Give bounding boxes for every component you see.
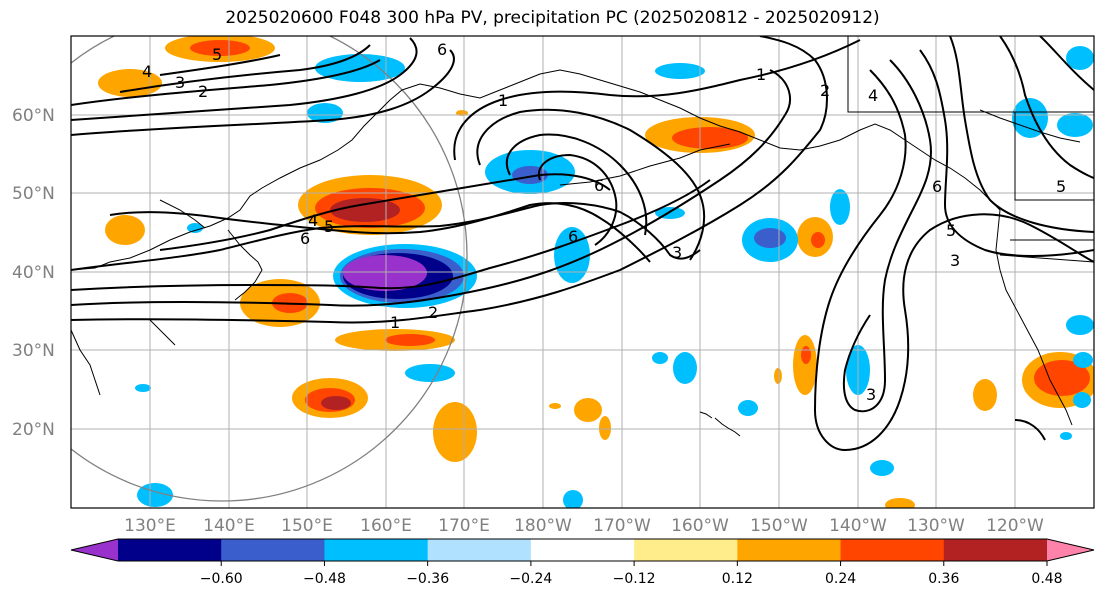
lon-tick-label: 140°E — [203, 516, 255, 536]
lon-tick-label: 170°E — [438, 516, 490, 536]
contour-label-6: 6 — [932, 177, 942, 196]
radius-circle — [71, 36, 468, 502]
pv-contours — [71, 36, 1094, 452]
contour-label-6: 6 — [300, 229, 310, 248]
contour-label-6: 6 — [568, 227, 578, 246]
colorbar-segment — [943, 539, 1048, 561]
colorbar: −0.60 −0.48 −0.36 −0.24 −0.12 0.12 0.24 0.36 0.4… — [70, 538, 1095, 587]
contour-label-3: 3 — [175, 73, 185, 92]
colorbar-tick-label: −0.60 — [200, 571, 243, 587]
colorbar-tick-label: −0.24 — [509, 571, 552, 587]
contour-label-4: 4 — [142, 62, 152, 81]
colorbar-tick-label: 0.36 — [928, 571, 959, 587]
coastlines — [71, 36, 1094, 426]
colorbar-outline — [70, 538, 1095, 562]
colorbar-segment — [221, 539, 325, 561]
colorbar-segment — [324, 539, 429, 561]
contour-label-3: 3 — [866, 385, 876, 404]
contour-label-5: 5 — [324, 217, 334, 236]
contour-label-1: 1 — [756, 65, 766, 84]
colorbar-segment — [530, 539, 635, 561]
contour-label-5: 5 — [1056, 177, 1066, 196]
lon-tick-label: 180°W — [514, 516, 572, 536]
contour-label-5: 5 — [946, 221, 956, 240]
lon-tick-label: 170°W — [593, 516, 651, 536]
contour-label-1: 1 — [390, 313, 400, 332]
colorbar-extend-min — [71, 539, 118, 561]
contour-label-6: 6 — [594, 176, 604, 195]
lon-tick-label: 150°E — [281, 516, 333, 536]
map-frame — [70, 35, 1095, 509]
lon-tick-label: 160°E — [360, 516, 412, 536]
lat-tick-label: 40°N — [12, 263, 55, 283]
hawaii-islands — [699, 411, 741, 437]
lon-tick-label: 130°W — [907, 516, 965, 536]
contour-label-2: 2 — [198, 82, 208, 101]
precip-negative-areas — [135, 46, 1094, 508]
colorbar-tick-label: −0.12 — [613, 571, 656, 587]
contour-labels: 1 1 1 2 2 2 3 3 3 3 4 4 4 5 5 5 5 6 6 6 … — [142, 40, 1066, 404]
precip-positive-areas — [98, 36, 1094, 508]
colorbar-segment — [118, 539, 222, 561]
lat-tick-label: 20°N — [12, 420, 55, 440]
colorbar-segment — [737, 539, 842, 561]
lon-tick-label: 160°W — [671, 516, 729, 536]
contour-label-3: 3 — [672, 243, 682, 262]
colorbar-segment — [840, 539, 945, 561]
contour-label-1: 1 — [498, 91, 508, 110]
lat-tick-label: 30°N — [12, 341, 55, 361]
contour-label-6: 6 — [437, 40, 447, 59]
colorbar-tick-label: −0.36 — [406, 571, 449, 587]
colorbar-tick-label: −0.48 — [303, 571, 346, 587]
lon-tick-label: 140°W — [829, 516, 887, 536]
contour-label-5: 5 — [212, 45, 222, 64]
lon-tick-label: 120°W — [986, 516, 1044, 536]
lat-tick-labels: 60°N 50°N 40°N 30°N 20°N — [12, 106, 55, 440]
contour-label-3: 3 — [950, 251, 960, 270]
contour-label-2: 2 — [428, 303, 438, 322]
colorbar-tick-label: 0.48 — [1031, 571, 1062, 587]
contour-label-4: 4 — [308, 211, 318, 230]
lat-tick-label: 50°N — [12, 184, 55, 204]
colorbar-tick-label: 0.12 — [722, 571, 753, 587]
lat-tick-label: 60°N — [12, 106, 55, 126]
map-panel: 1 1 1 2 2 2 3 3 3 3 4 4 4 5 5 5 5 6 6 6 … — [71, 36, 1094, 508]
colorbar-segment — [427, 539, 532, 561]
contour-label-2: 2 — [820, 81, 830, 100]
colorbar-segment — [634, 539, 738, 561]
lon-tick-labels: 130°E 140°E 150°E 160°E 170°E 180°W 170°… — [124, 516, 1044, 536]
contour-label-4: 4 — [868, 86, 878, 105]
colorbar-extend-max — [1047, 539, 1094, 561]
map-title: 2025020600 F048 300 hPa PV, precipitatio… — [225, 8, 880, 28]
lon-tick-label: 150°W — [750, 516, 808, 536]
lon-tick-label: 130°E — [124, 516, 176, 536]
colorbar-tick-label: 0.24 — [825, 571, 856, 587]
